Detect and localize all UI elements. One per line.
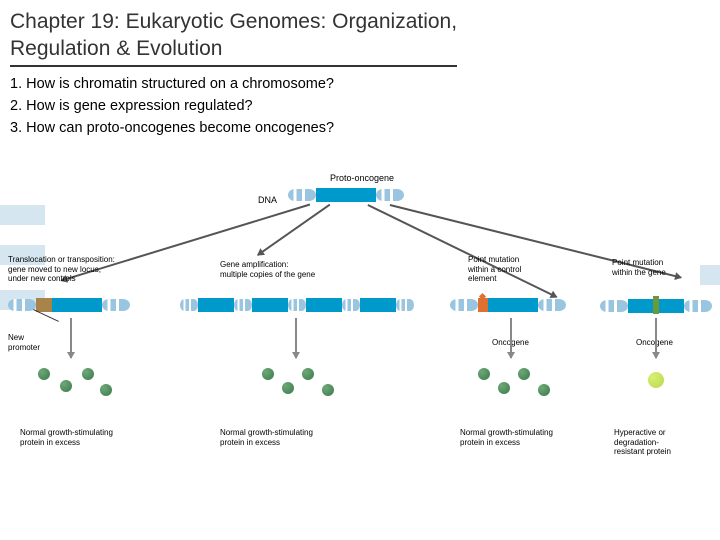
dna-point-control <box>450 298 566 312</box>
label-translocation: Translocation or transposition: gene mov… <box>8 255 115 284</box>
title-line1: Chapter 19: Eukaryotic Genomes: Organiza… <box>10 10 457 33</box>
question-3: 3. How can proto-oncogenes become oncoge… <box>10 118 334 140</box>
arrow-down-1 <box>70 318 72 358</box>
label-amplification: Gene amplification: multiple copies of t… <box>220 260 315 279</box>
label-point-gene: Point mutation within the gene <box>612 258 666 277</box>
label-proto-oncogene: Proto-oncogene <box>330 173 394 184</box>
dna-amplification <box>180 298 414 312</box>
question-2: 2. How is gene expression regulated? <box>10 96 334 118</box>
chapter-title: Chapter 19: Eukaryotic Genomes: Organiza… <box>10 8 457 67</box>
label-point-control: Point mutation within a control element <box>468 255 521 284</box>
label-new-promoter: New promoter <box>8 333 40 352</box>
arrow-down-4 <box>655 318 657 358</box>
arrow-down-3 <box>510 318 512 358</box>
label-dna: DNA <box>258 195 277 206</box>
oncogene-diagram: Proto-oncogene DNA Translocation or tran… <box>0 170 720 540</box>
question-list: 1. How is chromatin structured on a chro… <box>10 74 334 139</box>
label-result-1: Normal growth-stimulating protein in exc… <box>20 428 113 447</box>
label-result-3: Normal growth-stimulating protein in exc… <box>460 428 553 447</box>
dna-point-gene <box>600 298 712 314</box>
dna-translocation <box>8 298 130 312</box>
question-1: 1. How is chromatin structured on a chro… <box>10 74 334 96</box>
label-result-4: Hyperactive or degradation- resistant pr… <box>614 428 671 457</box>
title-line2: Regulation & Evolution <box>10 37 222 60</box>
label-result-2: Normal growth-stimulating protein in exc… <box>220 428 313 447</box>
arrow-down-2 <box>295 318 297 358</box>
dna-top <box>288 188 404 202</box>
